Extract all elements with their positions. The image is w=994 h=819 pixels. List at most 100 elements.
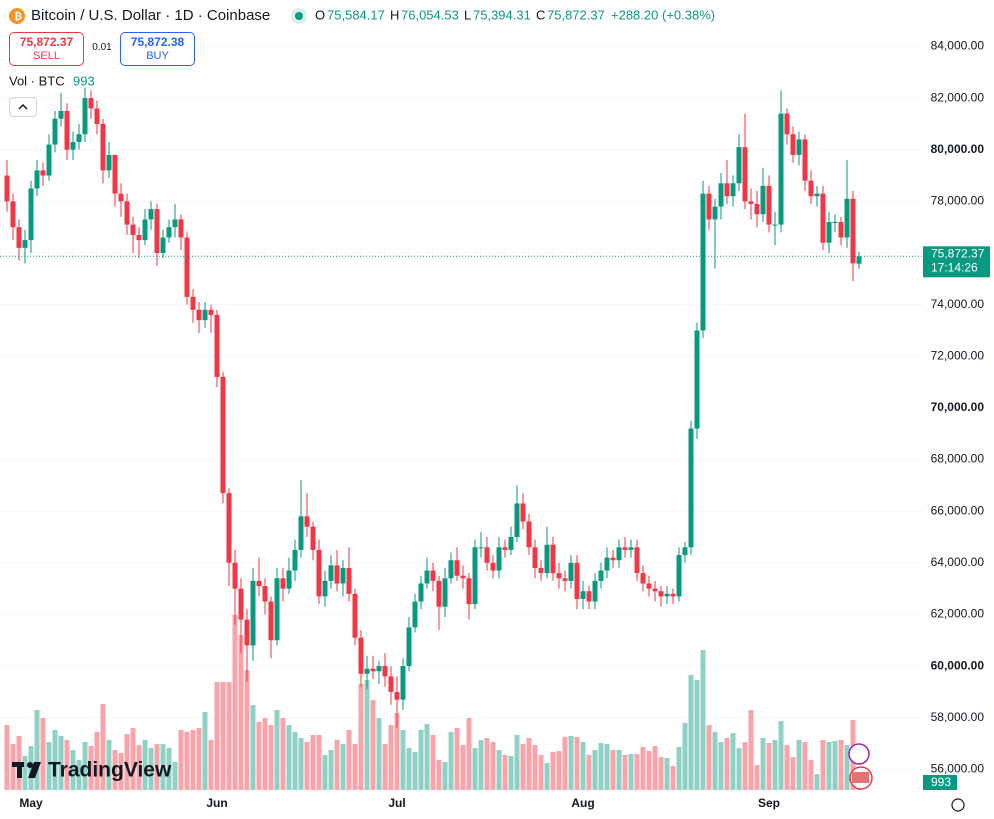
volume-bar: [808, 760, 814, 790]
volume-bar: [196, 728, 202, 790]
x-tick-label: Jun: [206, 796, 227, 810]
candle-body: [484, 547, 490, 563]
volume-bar: [340, 744, 346, 790]
volume-bar: [136, 745, 142, 790]
volume-bar: [442, 762, 448, 790]
volume-bar: [28, 746, 34, 790]
candle-body: [58, 111, 64, 119]
volume-bar: [700, 650, 706, 790]
volume-bar: [232, 615, 238, 790]
candle-body: [496, 547, 502, 571]
candle-body: [832, 222, 838, 224]
volume-bar: [508, 756, 514, 790]
candle-body: [526, 521, 532, 548]
volume-bar: [286, 725, 292, 790]
volume-bar: [706, 725, 712, 790]
volume-bar: [4, 725, 10, 790]
volume-bar: [730, 733, 736, 790]
candle-body: [700, 193, 706, 331]
candle-body: [46, 144, 52, 176]
volume-bar: [532, 745, 538, 790]
candle-body: [268, 601, 274, 641]
buy-price: 75,872.38: [130, 35, 185, 49]
candle-body: [592, 580, 598, 602]
volume-bar: [64, 740, 70, 790]
volume-bar: [388, 725, 394, 790]
volume-bar: [610, 750, 616, 790]
volume-bar: [220, 682, 226, 790]
candle-body: [838, 222, 844, 238]
candle-body: [598, 570, 604, 581]
candle-body: [796, 139, 802, 155]
collapse-button[interactable]: [9, 97, 37, 117]
volume-bar: [190, 730, 196, 790]
candle-body: [790, 134, 796, 155]
candle-body: [244, 619, 250, 646]
candle-body: [472, 547, 478, 605]
candle-body: [370, 668, 376, 672]
logo-mark: [27, 762, 33, 768]
volume-bar: [400, 730, 406, 790]
candle-body: [724, 183, 730, 197]
y-tick-label: 68,000.00: [931, 452, 985, 466]
volume-bar: [694, 680, 700, 790]
volume-bar: [46, 742, 52, 790]
volume-bar: [22, 756, 28, 790]
candle-body: [574, 562, 580, 599]
logo-mark: [17, 762, 22, 778]
volume-tag: [923, 775, 957, 790]
volume-bar: [118, 753, 124, 790]
candle-body: [166, 227, 172, 238]
candle-body: [778, 113, 784, 225]
settings-icon[interactable]: [951, 798, 965, 812]
volume-bar: [748, 710, 754, 790]
volume-bar: [568, 736, 574, 790]
candle-body: [208, 309, 214, 315]
candle-body: [358, 637, 364, 674]
volume-bar: [574, 737, 580, 790]
legend-label: H: [390, 7, 399, 22]
candle-body: [64, 111, 70, 150]
candle-body: [40, 170, 46, 176]
candle-body: [400, 666, 406, 700]
volume-bar: [154, 744, 160, 790]
volume-bar: [712, 732, 718, 790]
volume-bar: [436, 760, 442, 790]
volume-bar: [484, 738, 490, 790]
volume-bar: [142, 740, 148, 790]
candle-body: [202, 309, 208, 321]
volume-bar: [640, 747, 646, 790]
candle-body: [562, 578, 568, 581]
candle-body: [640, 573, 646, 584]
candle-body: [94, 108, 100, 124]
volume-bar: [376, 718, 382, 790]
candle-body: [736, 147, 742, 184]
candle-body: [514, 503, 520, 537]
candle-body: [772, 224, 778, 226]
volume-bar: [838, 740, 844, 790]
candle-body: [544, 544, 550, 574]
volume-bar: [724, 738, 730, 790]
volume-bar: [766, 743, 772, 790]
candle-body: [628, 547, 634, 550]
volume-bar: [658, 757, 664, 790]
buy-button[interactable]: 75,872.38 BUY: [120, 32, 195, 66]
y-tick-label: 62,000.00: [931, 607, 985, 621]
sell-button[interactable]: 75,872.37 SELL: [9, 32, 84, 66]
volume-bar: [454, 728, 460, 790]
news-icon[interactable]: [848, 743, 870, 765]
candle-body: [88, 98, 94, 109]
candle-body: [856, 256, 862, 264]
volume-bar: [820, 740, 826, 790]
volume-bar: [304, 742, 310, 790]
candle-body: [754, 203, 760, 215]
candle-body: [442, 578, 448, 607]
volume-bar: [562, 737, 568, 790]
candle-body: [538, 567, 544, 574]
candle-body: [820, 193, 826, 243]
candle-body: [184, 237, 190, 297]
volume-bar: [556, 751, 562, 790]
spread: 0.01: [92, 42, 112, 53]
volume-bar: [178, 730, 184, 790]
candle-body: [532, 547, 538, 568]
